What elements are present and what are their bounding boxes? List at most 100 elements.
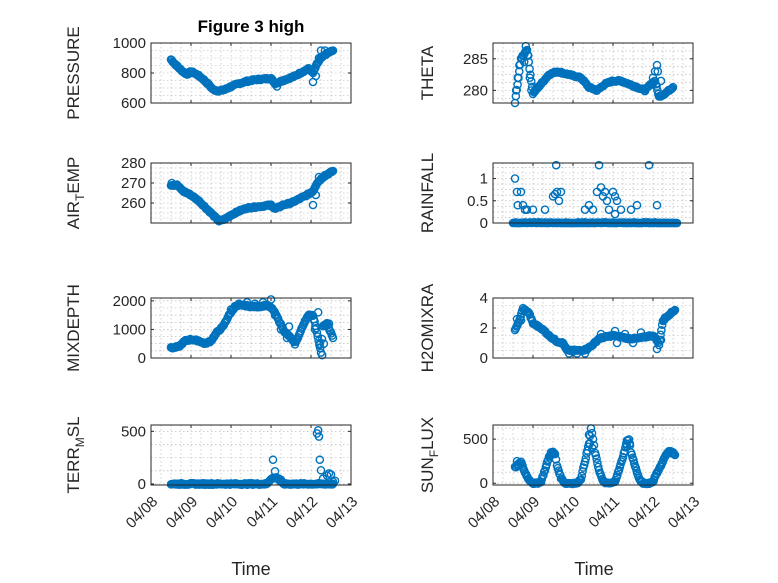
axes-box (492, 42, 694, 104)
y-tick-label: 1000 (113, 321, 146, 338)
data-point (234, 299, 244, 309)
y-tick-label: 500 (463, 431, 488, 448)
y-tick-label: 260 (121, 195, 146, 212)
subplot-sun: 0 500 04/08 04/09 04/10 04/11 04/12 04/13 SUNFLU… (418, 417, 703, 532)
data-point (610, 326, 620, 336)
y-tick-label: 280 (463, 82, 488, 99)
data-point (667, 84, 677, 93)
data-point (656, 330, 665, 340)
data-point (513, 73, 523, 83)
data-point (330, 476, 340, 486)
data-point (516, 316, 526, 325)
data-point (169, 180, 178, 190)
data-point (604, 205, 614, 214)
data-point (618, 452, 628, 462)
data-point (322, 471, 332, 480)
data-point (532, 82, 542, 92)
data-point (628, 338, 638, 348)
data-point (610, 192, 620, 201)
data-point (596, 329, 606, 339)
data-point (610, 209, 620, 219)
y-axis-label: H2OMIXRA (418, 283, 437, 372)
axes-box (150, 297, 352, 359)
y-axis-label: MIXDEPTH (64, 284, 83, 372)
data-point (622, 441, 632, 451)
data-point (320, 170, 330, 180)
data-point (324, 319, 334, 329)
data-point (652, 60, 662, 70)
data-point (522, 205, 532, 214)
data-point (644, 160, 654, 170)
y-axis-label: AIRTEMP (64, 157, 87, 230)
data-point (523, 51, 533, 60)
data-point (613, 470, 622, 480)
y-axis-label: THETA (418, 45, 437, 100)
x-tick-label: 04/13 (665, 493, 704, 532)
data-point (317, 350, 327, 360)
y-tick-label: 270 (121, 175, 146, 192)
y-tick-label: 4 (480, 290, 488, 307)
data-point (554, 196, 564, 206)
data-point (577, 471, 587, 481)
x-tick-label: 04/11 (243, 493, 281, 531)
data-point (317, 334, 327, 344)
data-point (270, 310, 280, 320)
data-point (510, 174, 520, 183)
data-point (324, 168, 334, 178)
data-point (668, 448, 678, 457)
y-tick-label: 2 (480, 320, 488, 337)
x-tick-label: 04/09 (505, 493, 544, 532)
x-tick-label: 04/08 (465, 493, 504, 532)
data-point (519, 57, 529, 67)
data-point (556, 187, 566, 197)
data-point (242, 297, 252, 307)
data-point (653, 67, 663, 76)
data-point (313, 307, 323, 317)
data-point (626, 205, 636, 214)
data-point (602, 196, 612, 206)
data-point (588, 205, 598, 214)
subplot-theta: 280 285 THETA (418, 41, 694, 108)
data-point (528, 205, 538, 214)
x-tick-label: 04/13 (323, 493, 362, 532)
y-tick-label: 0 (480, 475, 488, 492)
data-point (308, 200, 318, 210)
data-point (511, 91, 521, 101)
x-tick-label: 04/08 (123, 493, 162, 532)
axes-box (150, 162, 352, 224)
subplot-terr: 0 500 04/08 04/09 04/10 04/11 04/12 04/13 TERRMS… (64, 416, 361, 531)
data-point (266, 295, 276, 304)
data-point (315, 339, 325, 349)
y-tick-label: 1 (480, 171, 488, 188)
data-point (511, 86, 521, 95)
data-point (656, 335, 666, 345)
data-point (513, 200, 523, 210)
y-tick-label: 0 (480, 350, 488, 367)
data-point (276, 325, 286, 334)
data-point (600, 187, 610, 197)
data-point (320, 46, 330, 55)
data-point (620, 329, 630, 339)
data-point (548, 448, 558, 458)
y-tick-label: 285 (463, 51, 488, 68)
data-point (284, 322, 294, 331)
data-point (587, 443, 597, 453)
data-point (580, 349, 590, 358)
data-point (258, 297, 268, 307)
data-point (313, 425, 323, 435)
y-axis-label: TERRMSL (64, 416, 87, 493)
data-point (625, 439, 635, 448)
data-point (328, 46, 338, 55)
data-point (512, 314, 522, 324)
data-point (636, 328, 646, 337)
data-point (319, 339, 329, 349)
x-tick-label: 04/10 (203, 493, 242, 532)
data-point (660, 313, 670, 322)
y-tick-label: 0 (138, 350, 146, 367)
subplot-air: 260 270 280 AIRTEMP (64, 155, 352, 230)
y-tick-label: 2000 (113, 293, 146, 310)
data-point (512, 456, 522, 466)
y-tick-label: 600 (121, 95, 146, 112)
